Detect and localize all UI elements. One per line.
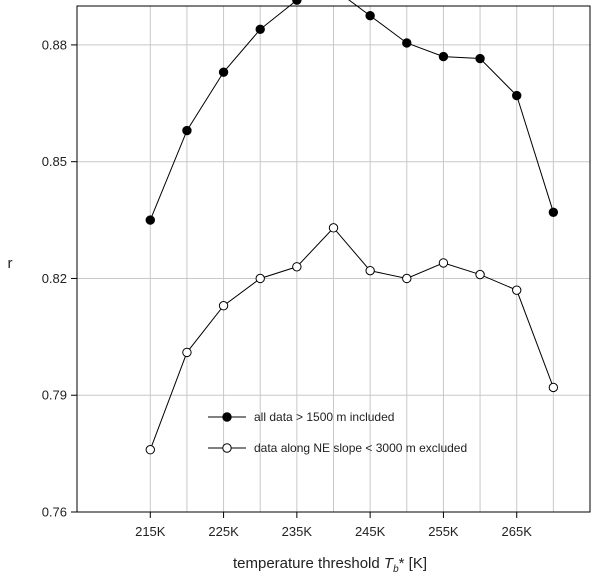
series-layer bbox=[145, 0, 559, 455]
x-axis-label-prefix: temperature threshold bbox=[233, 555, 384, 572]
data-point bbox=[512, 285, 522, 295]
data-point bbox=[182, 125, 192, 136]
data-point bbox=[438, 258, 449, 268]
data-point bbox=[182, 347, 192, 358]
x-tick-label: 265K bbox=[502, 524, 533, 539]
y-tick-label: 0.76 bbox=[42, 505, 67, 520]
plot-frame bbox=[76, 5, 591, 513]
series-0 bbox=[145, 0, 559, 225]
data-point bbox=[292, 0, 302, 5]
legend-marker-all-data bbox=[222, 412, 232, 422]
data-point bbox=[218, 301, 229, 311]
legend-label-all-data: all data > 1500 m included bbox=[254, 410, 394, 424]
y-tick-label: 0.85 bbox=[42, 154, 67, 169]
data-point bbox=[438, 51, 449, 62]
x-axis-label: temperature threshold Tb* [K] bbox=[233, 555, 427, 575]
x-axis-label-subscript: b bbox=[393, 564, 399, 575]
data-point bbox=[402, 273, 412, 284]
x-tick-label: 255K bbox=[428, 524, 459, 539]
x-axis-label-variable: T bbox=[384, 555, 395, 572]
data-point bbox=[328, 223, 339, 233]
y-axis-label: r bbox=[8, 255, 13, 272]
data-point bbox=[475, 53, 485, 64]
data-point bbox=[145, 445, 155, 455]
grid bbox=[77, 6, 590, 513]
x-tick-label: 225K bbox=[208, 524, 239, 539]
legend-label-ne-slope: data along NE slope < 3000 m excluded bbox=[254, 441, 467, 455]
data-point bbox=[292, 262, 302, 272]
series-line bbox=[149, 0, 554, 221]
x-axis: 215K 225K 235K 245K 255K 265K bbox=[135, 512, 532, 539]
x-tick-label: 235K bbox=[282, 524, 313, 539]
data-point bbox=[402, 38, 412, 48]
legend: all data > 1500 m included data along NE… bbox=[208, 410, 467, 455]
data-point bbox=[255, 273, 265, 284]
series-line bbox=[149, 227, 554, 450]
x-axis-label-suffix: * [K] bbox=[399, 555, 427, 572]
y-axis: 0.76 0.79 0.82 0.85 0.88 bbox=[42, 37, 77, 520]
y-tick-label: 0.79 bbox=[42, 388, 67, 403]
legend-marker-ne-slope bbox=[222, 443, 232, 453]
data-point bbox=[365, 265, 375, 276]
x-tick-label: 215K bbox=[135, 524, 166, 539]
y-tick-label: 0.82 bbox=[42, 271, 67, 286]
data-point bbox=[145, 215, 155, 225]
data-point bbox=[512, 90, 522, 101]
data-point bbox=[475, 269, 485, 280]
data-point bbox=[365, 11, 375, 21]
data-point bbox=[548, 207, 559, 217]
series-1 bbox=[145, 223, 559, 455]
data-point bbox=[218, 67, 229, 77]
x-tick-label: 245K bbox=[355, 524, 386, 539]
y-tick-label: 0.88 bbox=[42, 37, 67, 52]
data-point bbox=[255, 24, 265, 35]
data-point bbox=[548, 382, 559, 393]
